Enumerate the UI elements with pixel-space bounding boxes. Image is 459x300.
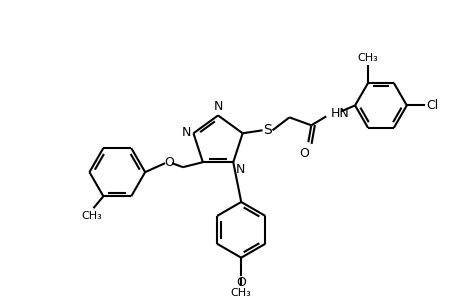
Text: N: N: [213, 100, 222, 113]
Text: O: O: [164, 156, 174, 169]
Text: N: N: [235, 163, 244, 176]
Text: N: N: [182, 126, 191, 139]
Text: CH₃: CH₃: [357, 53, 378, 63]
Text: O: O: [236, 276, 246, 289]
Text: CH₃: CH₃: [81, 211, 101, 221]
Text: HN: HN: [330, 107, 349, 120]
Text: Cl: Cl: [426, 99, 438, 112]
Text: CH₃: CH₃: [230, 287, 251, 298]
Text: O: O: [299, 147, 308, 160]
Text: S: S: [263, 123, 271, 137]
